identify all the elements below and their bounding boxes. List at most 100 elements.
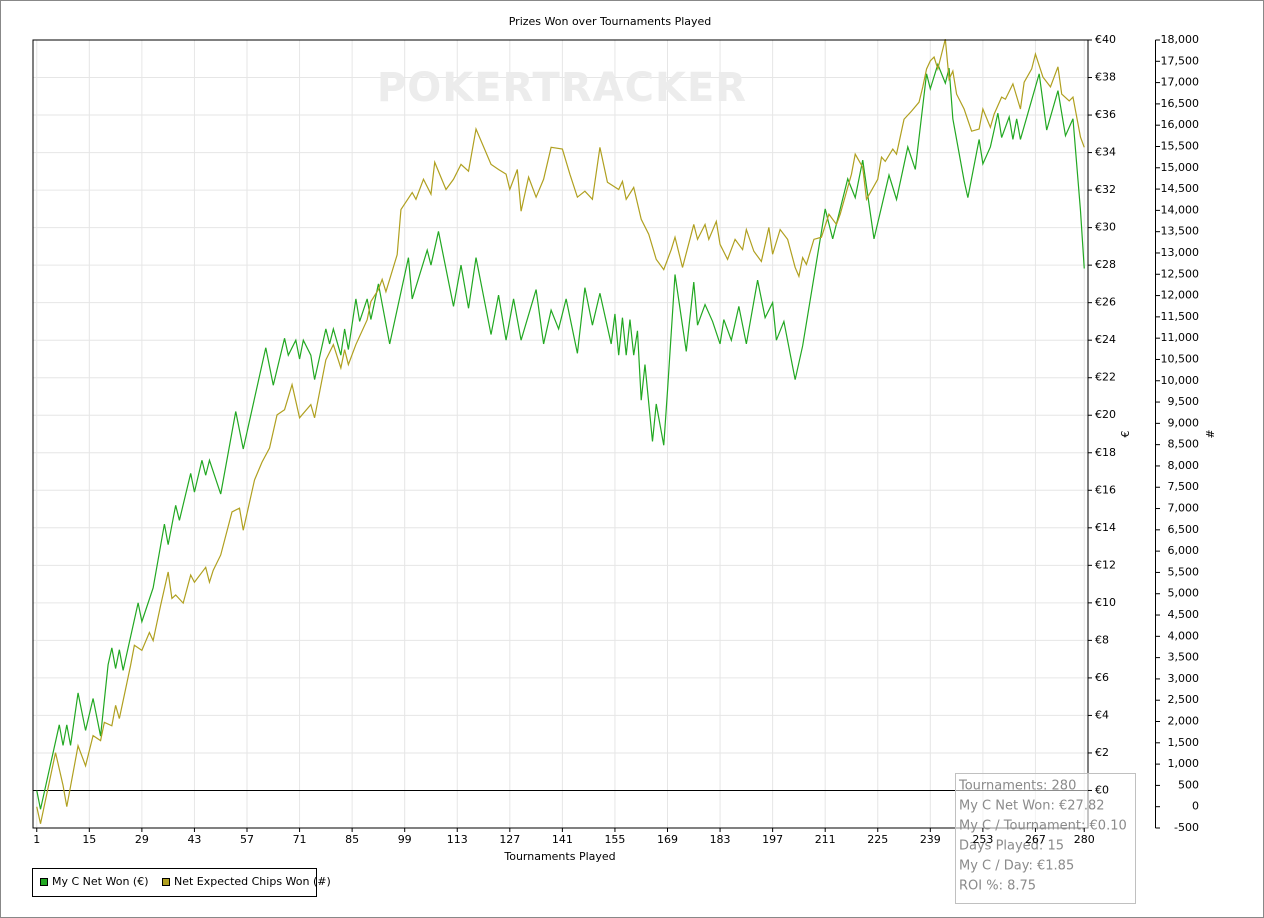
y-tick-label: €8 [1095,633,1109,646]
y2-tick-label: 17,500 [1161,54,1200,67]
y2-tick-label: 17,000 [1161,76,1200,89]
y-tick-label: €32 [1095,183,1116,196]
y2-tick-label: 15,000 [1161,161,1200,174]
y2-tick-label: 1,500 [1168,736,1200,749]
y2-tick-label: 9,500 [1168,395,1200,408]
y-tick-label: €12 [1095,558,1116,571]
y2-tick-label: 10,000 [1161,374,1200,387]
stats: Tournaments: 280 My C Net Won: €27.82 My C… [958,779,1127,894]
y2-tick-label: 12,500 [1161,267,1200,280]
y2-tick-label: 1,000 [1168,757,1200,770]
y2-axis-title: # [1204,429,1217,438]
y2-tick-label: 6,500 [1168,523,1200,536]
legend-label: Net Expected Chips Won (#) [174,875,331,888]
x-tick-label: 15 [82,833,96,846]
y2-tick-label: 8,000 [1168,459,1200,472]
x-axis-title: Tournaments Played [503,850,615,863]
stat-line: My C / Day: €1.85 [959,859,1074,874]
series-line [36,62,1085,810]
y2-tick-label: 4,000 [1168,629,1200,642]
stat-line: ROI %: 8.75 [959,879,1036,894]
lines [36,39,1085,824]
x-tick-label: 169 [657,833,678,846]
y-tick-label: €30 [1095,221,1116,234]
y2-tick-label: 11,000 [1161,331,1200,344]
stat-line: My C Net Won: €27.82 [959,799,1105,814]
x-tick-label: 239 [920,833,941,846]
stats-box [955,773,1136,904]
x-tick-label: 155 [604,833,625,846]
y-tick-label: €22 [1095,371,1116,384]
chart-title: Prizes Won over Tournaments Played [509,15,712,28]
y2-tick-label: 8,500 [1168,438,1200,451]
x-tick-label: 197 [762,833,783,846]
x-tick-label: 253 [972,833,993,846]
y2-tick-label: 13,500 [1161,225,1200,238]
y2-tick-label: 500 [1178,778,1199,791]
plot-frame [32,39,1089,829]
y2-tick-label: 5,500 [1168,565,1200,578]
legend [32,868,317,897]
y2-tick-label: 0 [1192,800,1199,813]
x-tick-label: 127 [499,833,520,846]
y2-tick-label: 2,500 [1168,693,1200,706]
y-tick-label: €36 [1095,108,1116,121]
y2-tick-label: 7,500 [1168,480,1200,493]
y-tick-label: €2 [1095,746,1109,759]
x-tick-label: 85 [345,833,359,846]
x-tick-label: 267 [1025,833,1046,846]
x-tick-label: 183 [710,833,731,846]
y2-tick-label: 15,500 [1161,139,1200,152]
legend-swatch [162,878,170,886]
y2-tick-label: 16,500 [1161,97,1200,110]
y-tick-label: €14 [1095,521,1116,534]
y2-tick-label: 14,500 [1161,182,1200,195]
x-tick-label: 280 [1074,833,1095,846]
y-tick-label: €40 [1095,33,1116,46]
stat-line: Days Played: 15 [959,839,1064,854]
y2-tick-label: 13,000 [1161,246,1200,259]
y-axis-title: € [1119,431,1132,438]
y2-tick-label: 11,500 [1161,310,1200,323]
y-tick-label: €18 [1095,446,1116,459]
y2-tick-label: 3,500 [1168,651,1200,664]
x-tick-label: 57 [240,833,254,846]
series-line [36,39,1085,824]
x-tick-label: 29 [135,833,149,846]
y2-tick-label: 16,000 [1161,118,1200,131]
y-tick-label: €38 [1095,71,1116,84]
x-tick-label: 99 [398,833,412,846]
y-tick-label: €20 [1095,408,1116,421]
stat-line: Tournaments: 280 [958,779,1076,794]
y2-tick-label: 9,000 [1168,416,1200,429]
y-tick-label: €26 [1095,296,1116,309]
x-tick-label: 71 [293,833,307,846]
y-tick-label: €6 [1095,671,1109,684]
y-tick-label: €34 [1095,146,1116,159]
x-tick-label: 141 [552,833,573,846]
y-tick-label: €28 [1095,258,1116,271]
x-tick-label: 43 [187,833,201,846]
x-tick-label: 225 [867,833,888,846]
legend-label: My C Net Won (€) [52,875,149,888]
y2-tick-label: 10,500 [1161,352,1200,365]
y2-tick-label: 5,000 [1168,587,1200,600]
y2-tick-label: 2,000 [1168,715,1200,728]
y2-tick-label: 18,000 [1161,33,1200,46]
y-tick-label: €16 [1095,483,1116,496]
y2-tick-label: 3,000 [1168,672,1200,685]
y2-tick-label: 14,000 [1161,203,1200,216]
x-tick-label: 211 [815,833,836,846]
y-tick-label: €0 [1095,783,1109,796]
x-tick-label: 113 [447,833,468,846]
y2-tick-label: 6,000 [1168,544,1200,557]
y-tick-label: €10 [1095,596,1116,609]
stat-line: My C / Tournament: €0.10 [959,819,1127,834]
y2-tick-label: 12,000 [1161,289,1200,302]
y-tick-label: €24 [1095,333,1116,346]
y-tick-label: €4 [1095,708,1109,721]
x-tick-label: 1 [33,833,40,846]
y2-tick-label: -500 [1174,821,1199,834]
